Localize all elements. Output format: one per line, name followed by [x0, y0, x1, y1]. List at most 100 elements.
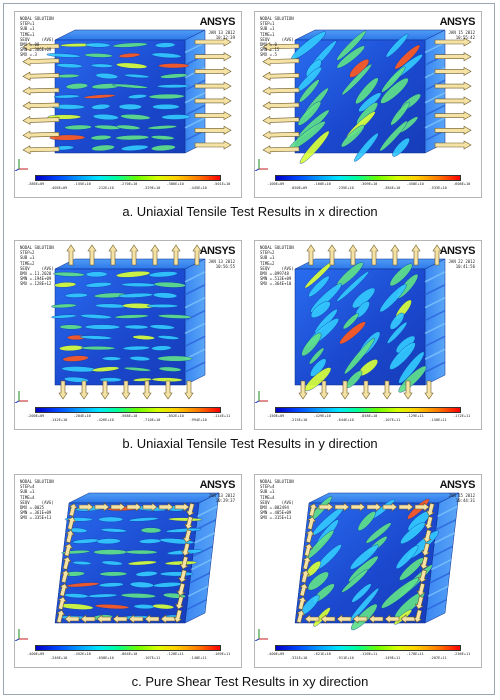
- load-arrow: [144, 614, 160, 624]
- legend-tick-label: .445E+10: [189, 186, 207, 190]
- fiber: [297, 101, 322, 126]
- fiber: [84, 324, 121, 330]
- header-line: NODAL SOLUTION: [20, 479, 54, 484]
- axis-triad-icon: [255, 391, 268, 403]
- legend-tick-label: .386E+10: [166, 182, 184, 186]
- legend-tick-label: .621E+10: [313, 652, 331, 656]
- fiber: [153, 292, 178, 299]
- legend-tick-label: .107E+11: [383, 418, 401, 422]
- load-arrow: [384, 614, 400, 624]
- side-fiber: [432, 545, 454, 558]
- load-arrow: [308, 503, 318, 517]
- load-arrow: [22, 115, 60, 125]
- legend-tick-label: .400E+09: [267, 652, 285, 656]
- legend-tick-label: .150E+09: [267, 414, 285, 418]
- load-arrow: [142, 380, 152, 400]
- header-line: STEP=2: [260, 250, 275, 256]
- side-fiber: [184, 271, 206, 283]
- fiber: [64, 124, 92, 130]
- load-arrow: [58, 380, 68, 400]
- axis-triad-icon: [255, 159, 268, 171]
- header-line: TIME=1: [20, 31, 35, 37]
- fiber: [398, 351, 425, 384]
- header-line: SMX =.364E+10: [260, 281, 292, 287]
- contour-legend-ticks: .400E+09 .621E+10 .120E+11 .178E+11 .236E+11…: [267, 641, 470, 660]
- load-arrow: [56, 609, 66, 624]
- fiber: [123, 367, 152, 372]
- fiber: [115, 135, 150, 141]
- fiber: [46, 53, 81, 58]
- fiber: [336, 30, 367, 61]
- timestamp: JAN 15 2012 10:44:31: [449, 493, 476, 503]
- fiber: [165, 527, 202, 533]
- load-arrow: [262, 101, 300, 111]
- legend-tick-label: .568E+10: [120, 414, 138, 418]
- fiber: [149, 324, 175, 330]
- legend-tick-label: .501E+10: [213, 182, 231, 186]
- load-arrow: [434, 81, 472, 91]
- load-arrow: [304, 614, 320, 624]
- fiber: [91, 144, 115, 152]
- load-arrow: [194, 81, 232, 91]
- header-line: SEQV (AVG): [260, 36, 294, 42]
- header-line: SUB =1: [260, 255, 275, 261]
- header-line: SMX =.5: [260, 52, 277, 58]
- load-arrow: [150, 244, 160, 266]
- load-arrow: [194, 140, 232, 150]
- header-line: NODAL SOLUTION: [260, 245, 294, 250]
- legend-tick-label: .911E+10: [336, 656, 354, 660]
- fiber: [91, 103, 111, 110]
- fiber: [53, 94, 80, 99]
- contour-legend-ticks: .400E+09 .452E+10 .864E+10 .128E+11 .169E+11…: [27, 641, 230, 660]
- contour-plot: [262, 29, 472, 164]
- load-arrow: [432, 244, 442, 266]
- header-line: SUB =1: [20, 489, 35, 495]
- legend-tick-label: .150E+11: [429, 418, 447, 422]
- load-arrow: [108, 244, 118, 266]
- fiber: [112, 83, 149, 89]
- timestamp: JAN 13 2012 10:56:55: [209, 259, 236, 269]
- fiber: [379, 283, 407, 313]
- fiber: [310, 301, 331, 319]
- fiber: [129, 356, 151, 362]
- fiber: [135, 571, 158, 577]
- legend-tick-label: .284E+10: [73, 414, 91, 418]
- fiber: [114, 314, 149, 319]
- fiber: [53, 271, 85, 277]
- legend-tick-label: .864E+10: [120, 652, 138, 656]
- fiber-group: [288, 30, 423, 164]
- legend-tick-label: .329E+10: [143, 186, 161, 190]
- load-arrow: [417, 569, 428, 583]
- timestamp-line: 10:29:37: [215, 498, 235, 504]
- fiber: [112, 42, 148, 48]
- load-arrow: [129, 244, 139, 266]
- axis-triad-icon: [255, 629, 268, 641]
- side-fiber: [427, 585, 449, 598]
- legend-tick-label: .215E+10: [290, 418, 308, 422]
- fiber: [301, 332, 322, 357]
- fiber: [96, 538, 121, 545]
- cube-side-face: [184, 29, 206, 154]
- fiber: [132, 335, 155, 340]
- fiber-group: [58, 505, 203, 621]
- fiber: [157, 355, 193, 362]
- fiber: [398, 365, 427, 393]
- load-arrow: [350, 502, 366, 512]
- fiber: [389, 342, 416, 370]
- load-arrow: [68, 503, 78, 517]
- fiber: [380, 77, 409, 104]
- header-line: SMN =.513E+09: [260, 276, 292, 282]
- legend-tick-label: .149E+11: [383, 656, 401, 660]
- load-arrow: [398, 502, 414, 512]
- panel-a-left: NODAL SOLUTION STEP=1 SUB =1 TIME=1 SEQV (AV…: [14, 11, 242, 198]
- fiber: [336, 271, 370, 302]
- cube-front-face: [54, 502, 200, 624]
- fiber: [68, 527, 88, 533]
- axis-triad-icon: [15, 159, 28, 171]
- header-line: SMX =.315E+11: [260, 515, 292, 521]
- fiber: [168, 517, 203, 522]
- legend-tick-label: .452E+10: [73, 652, 91, 656]
- side-fiber: [424, 296, 446, 309]
- fiber: [140, 527, 162, 534]
- header-line: TIME=4: [20, 494, 35, 500]
